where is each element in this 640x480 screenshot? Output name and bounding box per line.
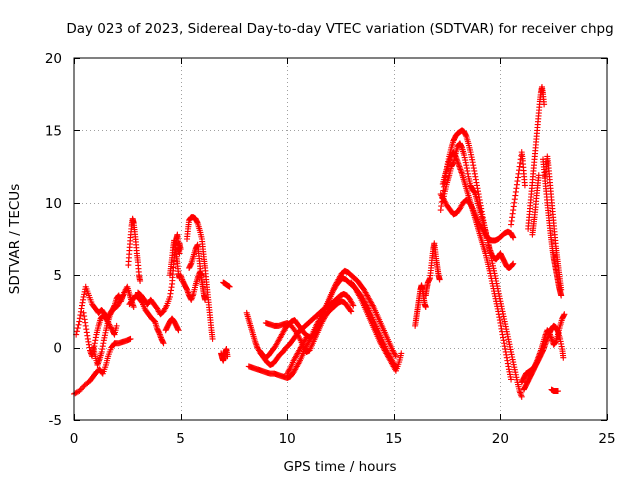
data-point: [291, 327, 298, 334]
x-tick-label: 20: [492, 431, 509, 447]
y-tick-label: 15: [45, 123, 62, 139]
data-point: [224, 353, 231, 360]
series-trace-34: [542, 153, 565, 293]
series-trace-04: [90, 292, 127, 368]
data-point: [392, 353, 399, 360]
data-point: [347, 307, 354, 314]
y-axis-label: SDTVAR / TECUs: [7, 184, 23, 294]
data-point: [198, 272, 205, 279]
x-tick-label: 0: [70, 431, 79, 447]
data-point: [392, 351, 399, 358]
y-tick-label: 20: [45, 51, 62, 67]
x-axis-label: GPS time / hours: [283, 459, 396, 475]
series-trace-03: [80, 309, 120, 360]
y-tick-label: 10: [45, 196, 62, 212]
x-tick-label: 10: [279, 431, 296, 447]
x-tick-label: 15: [385, 431, 402, 447]
data-point: [369, 302, 376, 309]
series-trace-13: [177, 269, 205, 303]
series-trace-02: [73, 283, 137, 338]
series-trace-23: [422, 240, 443, 299]
data-point: [422, 304, 429, 311]
y-tick-label: 5: [53, 268, 62, 284]
series-trace-30: [518, 311, 568, 386]
series-trace-20: [348, 279, 405, 374]
data-point: [176, 250, 183, 257]
series-trace-26: [437, 191, 517, 244]
series-trace-28: [508, 149, 528, 228]
data-point: [535, 172, 542, 179]
data-point: [120, 292, 127, 299]
data-point: [202, 296, 209, 303]
data-point: [72, 390, 79, 397]
data-point: [137, 277, 144, 284]
series-trace-10: [175, 240, 184, 256]
series-trace-05: [125, 215, 144, 284]
data-point: [348, 308, 355, 315]
y-tick-label: 0: [53, 341, 62, 357]
data-point: [350, 302, 357, 309]
data-point: [130, 304, 137, 311]
data-point: [302, 335, 309, 342]
data-point: [554, 388, 561, 395]
series-trace-14: [220, 279, 233, 290]
series-trace-09: [162, 315, 182, 334]
series-trace-21: [284, 334, 310, 377]
axis-ticks: 0 5 10 15 20 25 -5 0 5 10 15 20: [45, 51, 616, 447]
data-point: [76, 388, 83, 395]
data-point: [73, 328, 80, 335]
data-point: [162, 304, 169, 311]
series-trace-27: [439, 140, 517, 271]
series-trace-08: [166, 237, 183, 282]
series-trace-31: [525, 83, 548, 232]
x-tick-label: 25: [598, 431, 615, 447]
data-point: [209, 335, 216, 342]
data-point: [113, 322, 120, 329]
data-point: [78, 385, 85, 392]
data-point: [541, 101, 548, 108]
data-point: [160, 340, 167, 347]
data-point: [73, 389, 80, 396]
data-point: [468, 204, 475, 211]
data-point: [175, 327, 182, 334]
grid-lines: [74, 58, 607, 420]
series-trace-01: [71, 335, 134, 397]
data-point: [510, 260, 517, 267]
data-point: [177, 246, 184, 253]
data-point: [561, 311, 568, 318]
series-trace-15: [218, 346, 231, 364]
data-point: [558, 286, 565, 293]
data-point: [510, 234, 517, 241]
data-point: [508, 376, 515, 383]
data-points: [71, 83, 568, 400]
data-point: [518, 393, 525, 400]
data-point: [560, 354, 567, 361]
data-point: [127, 335, 134, 342]
data-point: [75, 321, 82, 328]
data-point: [349, 301, 356, 308]
data-point: [356, 293, 363, 300]
y-tick-label: -5: [49, 413, 62, 429]
data-point: [398, 350, 405, 357]
plot-frame: [73, 57, 608, 421]
series-trace-22: [412, 282, 429, 329]
data-point: [226, 283, 233, 290]
series-trace-32: [529, 172, 542, 238]
x-tick-label: 5: [176, 431, 185, 447]
series-trace-19: [262, 298, 355, 355]
data-point: [558, 292, 565, 299]
data-point: [436, 276, 443, 283]
data-point: [286, 366, 293, 373]
data-point: [521, 182, 528, 189]
data-point: [74, 325, 81, 332]
data-point: [296, 359, 303, 366]
data-point: [77, 386, 84, 393]
data-point: [303, 334, 310, 341]
chart-title: Day 023 of 2023, Sidereal Day-to-day VTE…: [66, 21, 613, 37]
series-trace-35: [548, 386, 561, 395]
